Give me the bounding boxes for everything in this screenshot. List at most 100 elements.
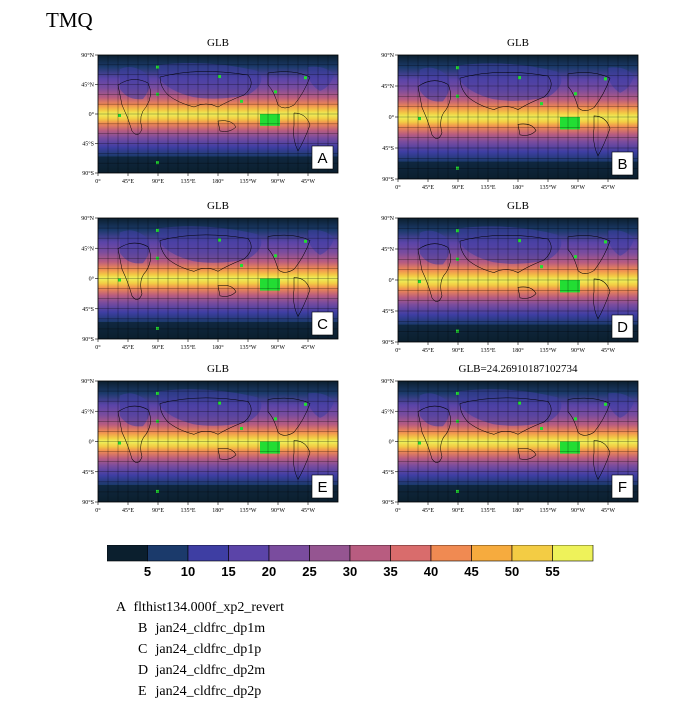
lon-tick-label: 135°E <box>480 507 495 514</box>
lat-tick-label: 0° <box>389 277 395 284</box>
coastline <box>217 285 237 297</box>
significance-marker <box>560 117 580 130</box>
colorbar-bin <box>268 545 310 562</box>
significance-marker <box>240 263 243 268</box>
lon-tick-label: 45°E <box>122 344 134 351</box>
colorbar-bin <box>309 545 351 562</box>
map-panel-b: GLB 90°N 45°N 0° 45°S 90°S 0° 45°E 90°E 135°E 180°… <box>381 37 639 191</box>
panel-title: GLB=24.26910187102734 <box>458 363 578 375</box>
lon-tick-label: 45°W <box>301 344 315 351</box>
panel-title: GLB <box>207 37 229 49</box>
panel-letter: A <box>317 150 327 167</box>
land-dry-region <box>458 63 562 101</box>
lon-tick-label: 180° <box>212 344 224 351</box>
lon-tick-label: 90°W <box>271 344 285 351</box>
lat-tick-label: 0° <box>89 439 95 446</box>
lon-tick-label: 135°E <box>180 178 195 185</box>
panel-letter-box <box>311 474 334 499</box>
significance-marker <box>304 76 307 80</box>
lon-tick-label: 180° <box>512 347 524 354</box>
coastline <box>517 123 537 136</box>
land-dry-region <box>420 67 450 102</box>
map-panel-e: GLB 90°N 45°N 0° 45°S 90°S 0° 45°E 90°E 135°E 180°… <box>81 363 339 514</box>
lon-tick-label: 135°W <box>539 184 556 191</box>
coastline <box>417 80 451 139</box>
coastline <box>293 440 311 480</box>
significance-marker <box>540 265 543 269</box>
coastline <box>593 115 611 157</box>
significance-marker <box>574 417 577 421</box>
land-dry-region <box>458 226 562 264</box>
colorbar-bin <box>552 545 594 562</box>
coastline <box>293 112 311 152</box>
land-dry-region <box>158 63 262 99</box>
significance-marker <box>604 240 607 244</box>
lat-tick-label: 45°S <box>82 141 94 148</box>
case-legend: A flthist134.000f_xp2_revert B jan24_cldf… <box>116 597 284 702</box>
significance-marker <box>260 114 280 126</box>
lat-tick-label: 90°N <box>381 378 394 385</box>
lat-tick-label: 45°N <box>381 408 394 415</box>
significance-marker <box>118 441 121 445</box>
coastline <box>267 71 311 109</box>
lon-tick-label: 135°E <box>180 507 195 514</box>
colorbar-label: 35 <box>383 564 397 579</box>
lat-tick-label: 90°N <box>81 215 94 222</box>
colorbar-label: 10 <box>181 564 195 579</box>
legend-label: jan24_cldfrc_dp1p <box>152 642 262 657</box>
lat-tick-label: 90°N <box>81 378 94 385</box>
significance-marker <box>604 402 607 406</box>
panel-letter: D <box>617 319 628 336</box>
lat-tick-label: 90°S <box>82 170 94 177</box>
lon-tick-label: 45°E <box>422 507 434 514</box>
land-dry-region <box>120 393 150 427</box>
panel-letter: B <box>617 156 627 173</box>
colorbar-bin <box>430 545 472 562</box>
coastline <box>517 286 537 299</box>
significance-marker <box>156 326 159 330</box>
lon-tick-label: 90°E <box>452 184 464 191</box>
lon-tick-label: 135°W <box>239 178 256 185</box>
panel-title: GLB <box>207 200 229 212</box>
lat-tick-label: 45°N <box>81 408 94 415</box>
colorbar-bin <box>228 545 270 562</box>
lat-tick-label: 0° <box>89 276 95 283</box>
panel-letter-box <box>611 474 634 499</box>
lon-tick-label: 180° <box>512 184 524 191</box>
land-dry-region <box>608 67 634 93</box>
lon-tick-label: 90°E <box>152 344 164 351</box>
lat-tick-label: 90°S <box>382 499 394 506</box>
lon-tick-label: 90°W <box>571 507 585 514</box>
land-dry-region <box>420 230 450 265</box>
significance-marker <box>456 489 459 493</box>
lon-tick-label: 0° <box>395 184 401 191</box>
land-dry-region <box>308 392 334 418</box>
lon-tick-label: 0° <box>395 347 401 354</box>
significance-marker <box>418 280 421 284</box>
significance-marker <box>540 102 543 106</box>
coastline <box>593 440 611 480</box>
significance-marker <box>274 417 277 421</box>
legend-item: A flthist134.000f_xp2_revert <box>116 597 284 618</box>
significance-marker <box>218 401 221 405</box>
lat-tick-label: 90°S <box>382 339 394 346</box>
lon-tick-label: 90°W <box>571 184 585 191</box>
lat-tick-label: 45°S <box>382 469 394 476</box>
colorbar-label: 15 <box>221 564 235 579</box>
legend-item: D jan24_cldfrc_dp2m <box>116 660 284 681</box>
lon-tick-label: 90°E <box>152 178 164 185</box>
lat-tick-label: 45°N <box>81 82 94 89</box>
panel-letter-box <box>611 314 634 339</box>
lon-tick-label: 0° <box>95 344 101 351</box>
legend-key: E <box>138 684 147 699</box>
panel-letter-box <box>311 145 334 170</box>
legend-key: D <box>138 663 149 678</box>
lon-tick-label: 180° <box>512 507 524 514</box>
significance-marker <box>118 114 121 117</box>
lon-tick-label: 0° <box>95 507 101 514</box>
lon-tick-label: 45°E <box>122 507 134 514</box>
coastline <box>267 234 311 273</box>
significance-marker <box>456 166 459 170</box>
lat-tick-label: 45°S <box>382 145 394 152</box>
significance-marker <box>240 426 243 431</box>
